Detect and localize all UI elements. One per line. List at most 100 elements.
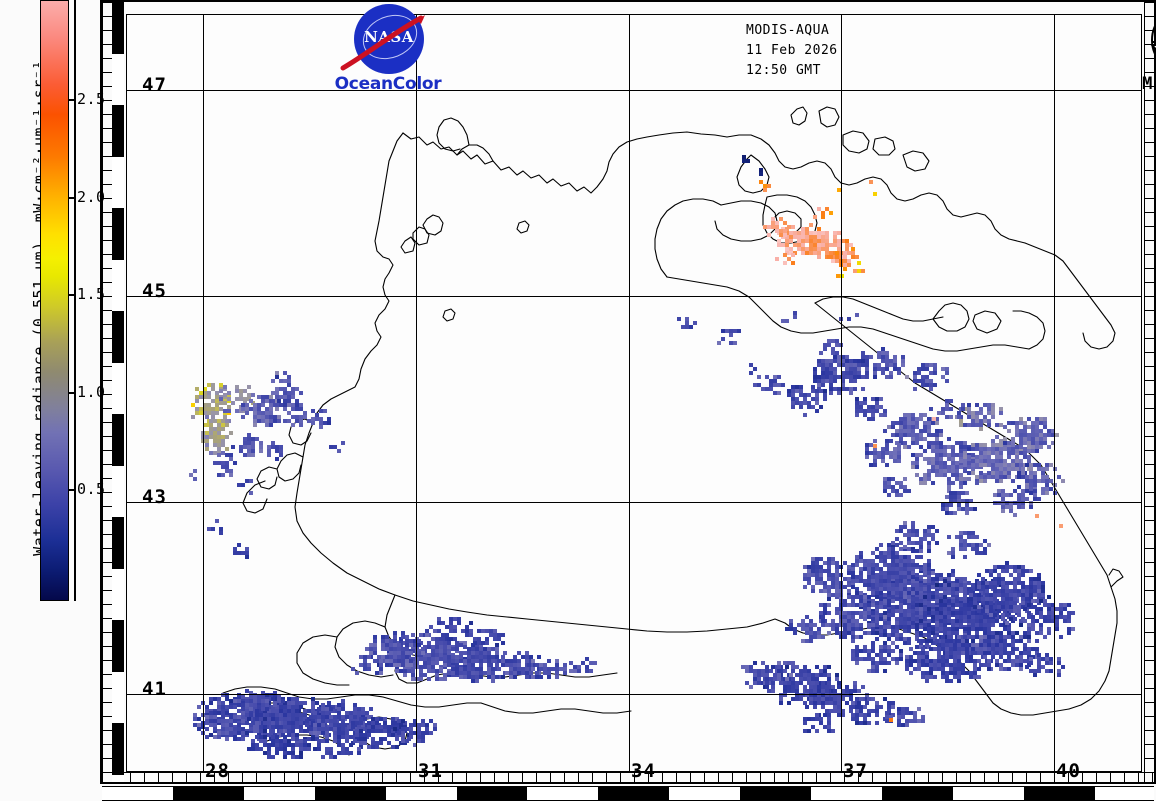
radiance-cell	[829, 363, 833, 367]
radiance-cell	[817, 701, 821, 705]
radiance-cell	[947, 477, 951, 481]
radiance-cell	[889, 451, 893, 455]
colorbar-tick-0-5: 0.5	[69, 481, 105, 498]
frame-tick	[102, 394, 112, 395]
radiance-cell	[935, 441, 939, 445]
radiance-cell	[287, 701, 291, 705]
radiance-cell	[1029, 569, 1033, 573]
radiance-cell	[931, 481, 935, 485]
frame-tick	[564, 772, 565, 782]
radiance-cell	[921, 715, 925, 719]
frame-tick	[760, 772, 761, 782]
radiance-cell	[465, 633, 469, 637]
radiance-cell	[791, 661, 795, 665]
radiance-cell	[365, 647, 369, 651]
radiance-cell	[911, 425, 915, 429]
radiance-cell	[237, 727, 241, 731]
radiance-cell	[899, 559, 903, 563]
radiance-cell	[805, 235, 809, 239]
radiance-cell	[923, 533, 927, 537]
radiance-cell	[969, 655, 973, 659]
radiance-cell	[455, 663, 459, 667]
frame-tick	[102, 198, 112, 199]
radiance-cell	[245, 547, 249, 551]
radiance-cell	[1003, 643, 1007, 647]
radiance-cell	[797, 623, 801, 627]
radiance-cell	[919, 607, 923, 611]
radiance-cell	[965, 643, 969, 647]
radiance-cell	[989, 593, 993, 597]
radiance-cell	[847, 619, 851, 623]
radiance-cell	[315, 417, 319, 421]
radiance-cell	[953, 659, 957, 663]
radiance-cell	[957, 671, 961, 675]
radiance-cell	[765, 387, 769, 391]
radiance-cell	[891, 599, 895, 603]
radiance-cell	[853, 689, 857, 693]
radiance-cell	[859, 559, 863, 563]
radiance-cell	[435, 669, 439, 673]
radiance-cell	[783, 693, 787, 697]
radiance-cell	[581, 661, 585, 665]
radiance-cell	[855, 575, 859, 579]
colorbar-tick-mark	[69, 294, 75, 297]
radiance-cell	[847, 583, 851, 587]
radiance-cell	[295, 419, 299, 423]
radiance-cell	[887, 645, 891, 649]
radiance-cell	[279, 387, 283, 391]
radiance-cell	[827, 557, 831, 561]
radiance-cell	[795, 681, 799, 685]
radiance-cell	[927, 581, 931, 585]
radiance-cell	[459, 675, 463, 679]
radiance-cell	[991, 607, 995, 611]
radiance-cell	[855, 645, 859, 649]
radiance-cell	[471, 655, 475, 659]
radiance-cell	[1007, 667, 1011, 671]
radiance-cell	[969, 499, 973, 503]
radiance-cell	[283, 755, 287, 759]
radiance-cell	[367, 655, 371, 659]
radiance-cell	[803, 717, 807, 721]
radiance-cell	[827, 339, 831, 343]
radiance-cell	[827, 623, 831, 627]
radiance-cell	[459, 667, 463, 671]
radiance-cell	[742, 159, 746, 163]
radiance-cell	[555, 663, 559, 667]
frame-tick	[704, 772, 705, 782]
mhi-ras-emblem-icon	[1149, 22, 1156, 58]
radiance-cell	[431, 665, 435, 669]
radiance-cell	[1021, 493, 1025, 497]
radiance-cell	[207, 391, 211, 395]
radiance-cell	[779, 673, 783, 677]
radiance-cell	[907, 537, 911, 541]
radiance-cell	[971, 411, 975, 415]
radiance-cell	[825, 697, 829, 701]
radiance-cell	[911, 583, 915, 587]
radiance-cell	[855, 591, 859, 595]
radiance-cell	[419, 653, 423, 657]
radiance-cell	[219, 383, 223, 387]
radiance-cell	[1039, 611, 1043, 615]
radiance-cell	[225, 719, 229, 723]
radiance-cell	[895, 567, 899, 571]
radiance-cell	[1009, 589, 1013, 593]
radiance-cell	[363, 733, 367, 737]
radiance-cell	[795, 685, 799, 689]
radiance-cell	[371, 741, 375, 745]
radiance-cell	[859, 571, 863, 575]
radiance-cell	[439, 677, 443, 681]
radiance-cell	[393, 631, 397, 635]
radiance-cell	[405, 647, 409, 651]
radiance-cell	[921, 367, 925, 371]
radiance-cell	[975, 635, 979, 639]
radiance-cell	[899, 653, 903, 657]
radiance-cell	[911, 413, 915, 417]
radiance-cell	[787, 701, 791, 705]
radiance-cell	[471, 659, 475, 663]
radiance-cell	[207, 411, 211, 415]
radiance-cell	[261, 699, 265, 703]
radiance-cell	[859, 567, 863, 571]
radiance-cell	[259, 449, 263, 453]
radiance-cell	[863, 397, 867, 401]
radiance-cell	[1049, 479, 1053, 483]
